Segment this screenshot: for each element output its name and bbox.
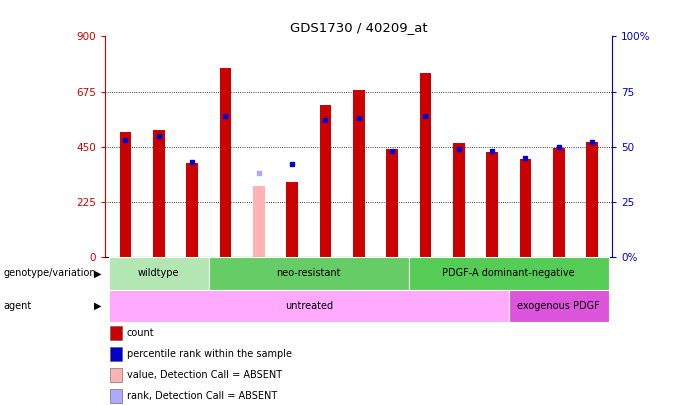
Bar — [453, 143, 464, 257]
Text: agent: agent — [3, 301, 32, 311]
Bar — [553, 148, 564, 257]
Text: value, Detection Call = ABSENT: value, Detection Call = ABSENT — [126, 370, 282, 380]
Bar — [286, 182, 298, 257]
Bar — [409, 257, 609, 290]
Bar — [420, 73, 431, 257]
Bar — [109, 257, 209, 290]
Text: genotype/variation: genotype/variation — [3, 269, 96, 278]
Title: GDS1730 / 40209_at: GDS1730 / 40209_at — [290, 21, 428, 34]
Text: neo-resistant: neo-resistant — [277, 269, 341, 278]
Text: percentile rank within the sample: percentile rank within the sample — [126, 349, 292, 359]
Text: exogenous PDGF: exogenous PDGF — [517, 301, 600, 311]
Bar — [520, 159, 531, 257]
Bar — [220, 68, 231, 257]
Bar — [110, 326, 122, 340]
Bar — [110, 389, 122, 403]
Bar — [109, 290, 509, 322]
Bar — [253, 186, 265, 257]
Bar — [209, 257, 409, 290]
Bar — [509, 290, 609, 322]
Text: untreated: untreated — [285, 301, 333, 311]
Text: ▶: ▶ — [94, 301, 101, 311]
Bar — [486, 152, 498, 257]
Text: wildtype: wildtype — [138, 269, 180, 278]
Bar — [153, 130, 165, 257]
Bar — [586, 142, 598, 257]
Bar — [320, 105, 331, 257]
Text: rank, Detection Call = ABSENT: rank, Detection Call = ABSENT — [126, 391, 277, 401]
Bar — [186, 163, 198, 257]
Bar — [353, 90, 364, 257]
Text: PDGF-A dominant-negative: PDGF-A dominant-negative — [443, 269, 575, 278]
Bar — [386, 149, 398, 257]
Bar — [120, 132, 131, 257]
Text: ▶: ▶ — [94, 269, 101, 278]
Bar — [110, 368, 122, 382]
Text: count: count — [126, 328, 154, 338]
Bar — [110, 347, 122, 361]
